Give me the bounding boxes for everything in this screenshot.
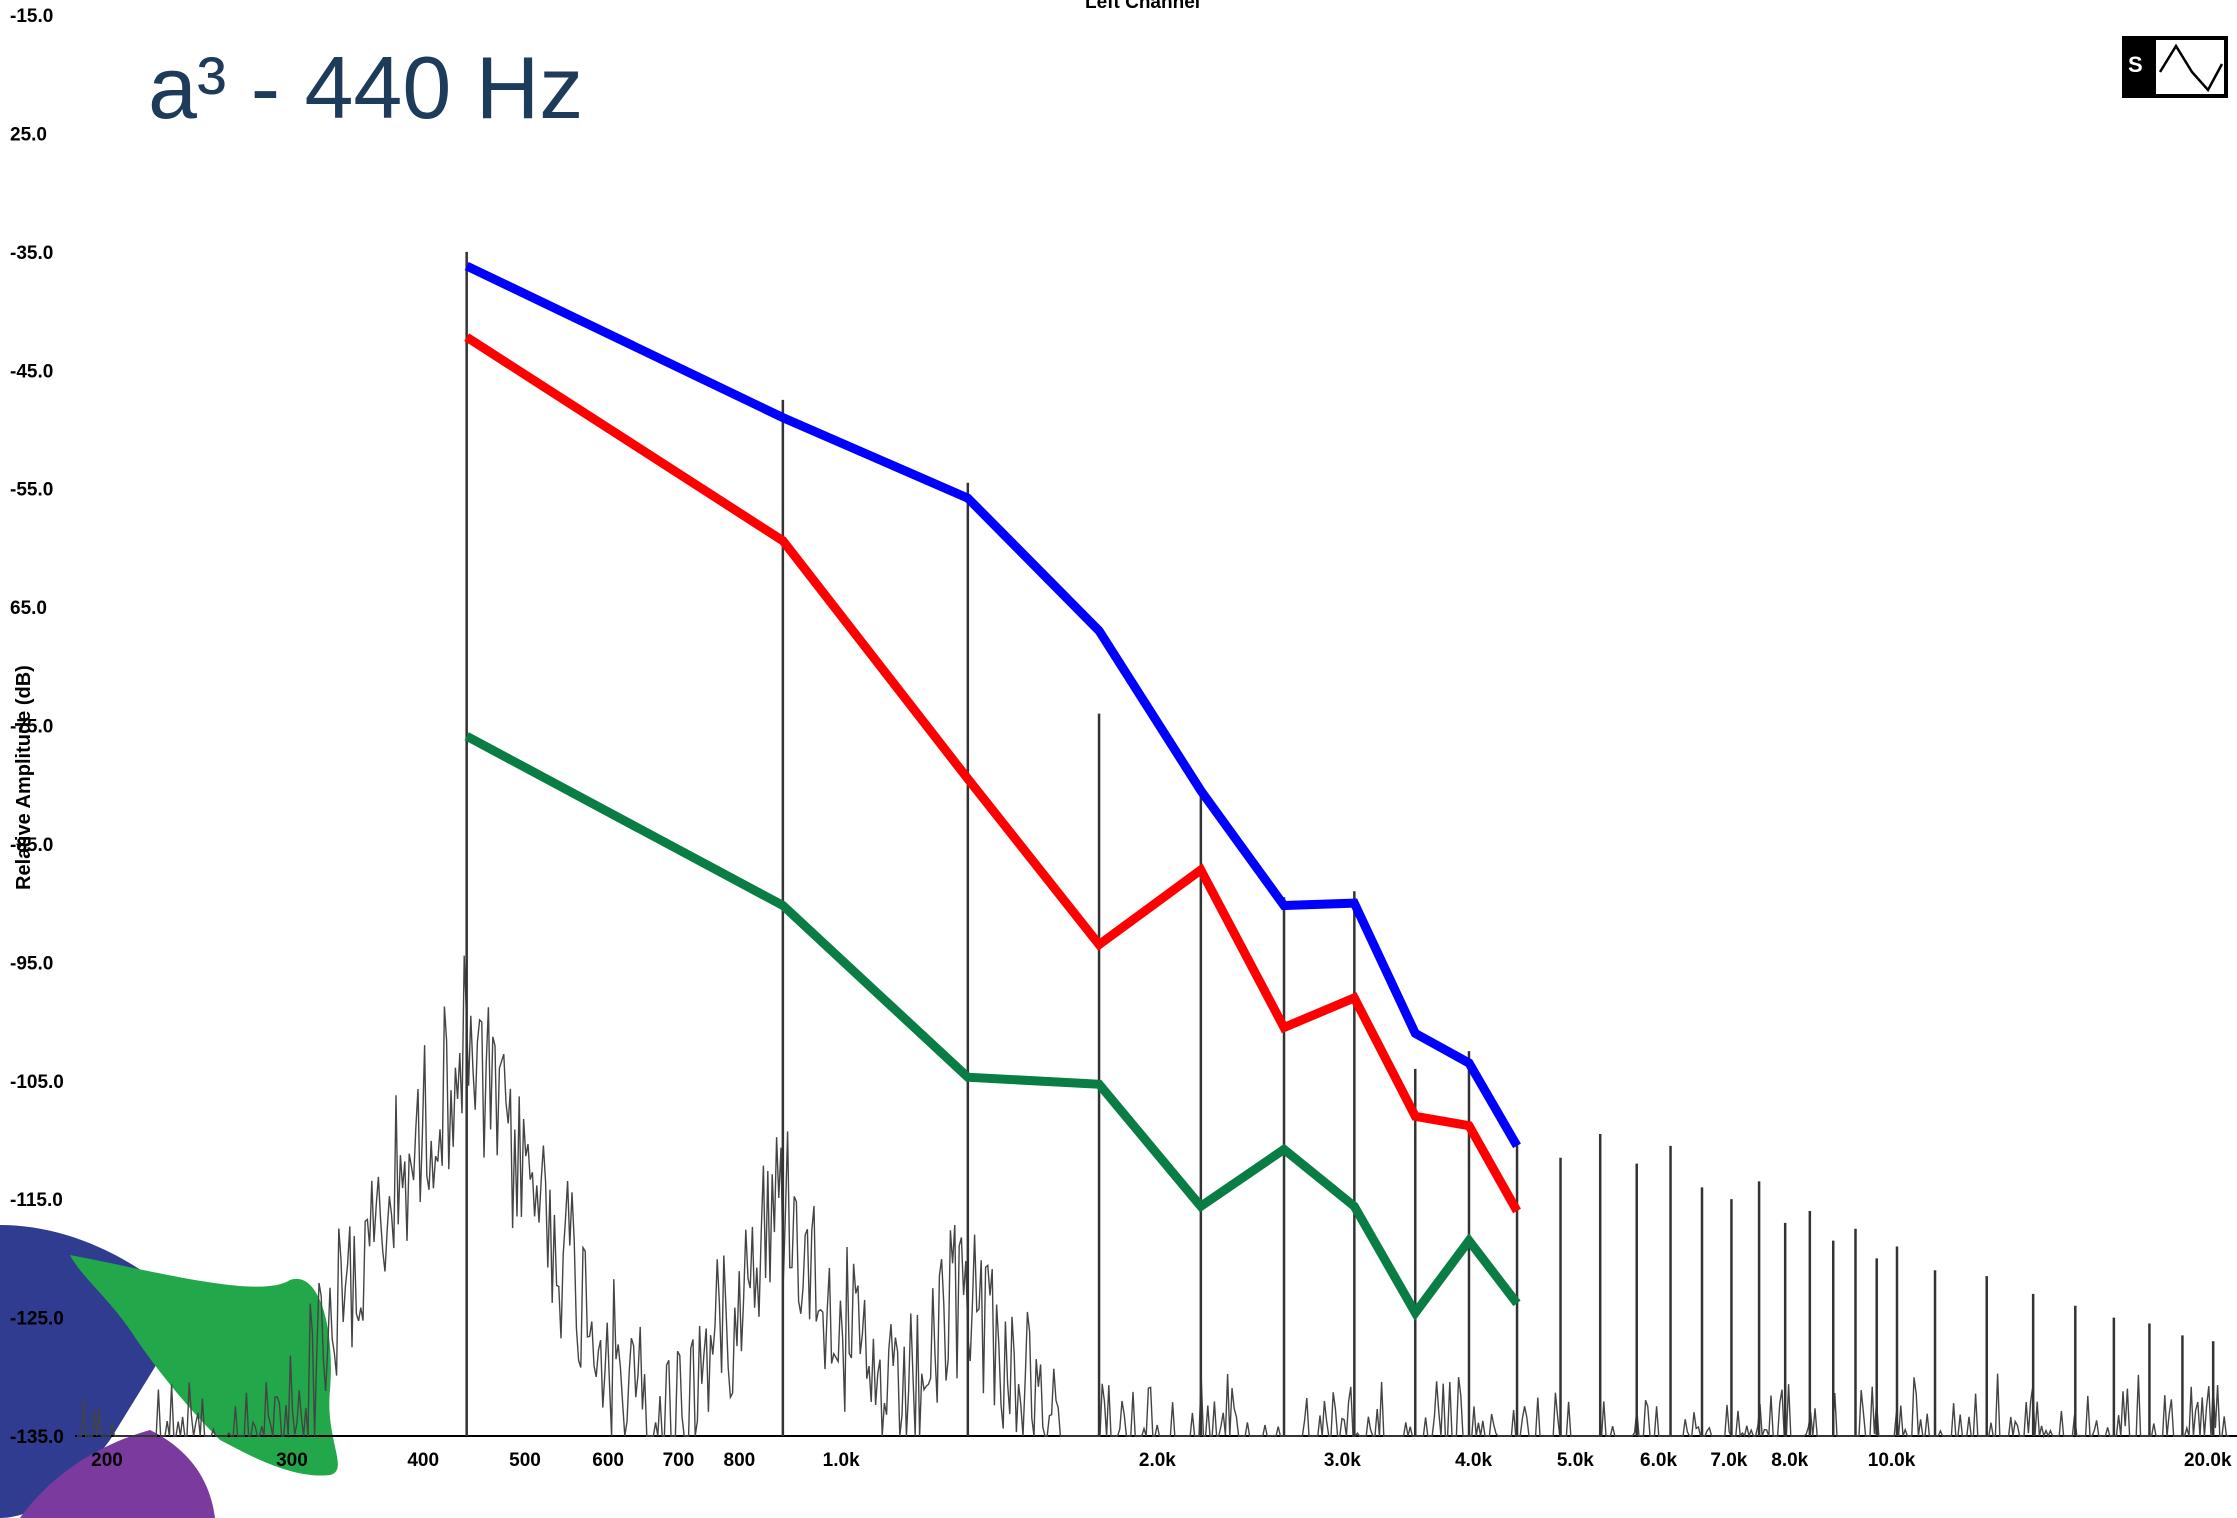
x-axis-ticks: 200 300 400 500 600 700 800 1.0k 2.0k 3.0k 4.0k 5.0… <box>91 1450 2232 1471</box>
spectrum-trace <box>77 955 2229 1439</box>
x-tick-label: 6.0k <box>1640 1450 1677 1471</box>
y-tick-label: -45.0 <box>10 361 53 382</box>
spectrum-peaks <box>465 251 2215 1436</box>
plot-area: -15.0 25.0 -35.0 -45.0 -55.0 65.0 -75.0 -85.0 -9… <box>10 6 2237 1471</box>
x-tick-label: 700 <box>663 1450 695 1471</box>
y-tick-label: -55.0 <box>10 480 53 501</box>
y-axis-label: Relative Amplitude (dB) <box>13 665 35 890</box>
sine-wave-icon <box>2158 43 2224 93</box>
y-tick-label: -135.0 <box>10 1427 64 1448</box>
x-tick-label: 8.0k <box>1771 1450 1808 1471</box>
x-tick-label: 3.0k <box>1324 1450 1361 1471</box>
x-tick-label: 500 <box>509 1450 541 1471</box>
x-tick-label: 7.0k <box>1710 1450 1747 1471</box>
chart-title: a³ - 440 Hz <box>148 38 583 137</box>
channel-label: Left Channel <box>1085 0 1200 13</box>
y-tick-label: 65.0 <box>10 598 47 619</box>
y-tick-label: -95.0 <box>10 953 53 974</box>
y-tick-label: -115.0 <box>10 1190 63 1211</box>
y-axis-ticks: -15.0 25.0 -35.0 -45.0 -55.0 65.0 -75.0 -85.0 -9… <box>10 6 64 1448</box>
x-tick-label: 5.0k <box>1557 1450 1594 1471</box>
x-tick-label: 800 <box>724 1450 756 1471</box>
x-tick-label: 200 <box>91 1450 123 1471</box>
x-tick-label: 10.0k <box>1868 1450 1916 1471</box>
x-tick-label: 600 <box>592 1450 624 1471</box>
x-tick-label: 1.0k <box>823 1450 860 1471</box>
app-logo-letter: S <box>2128 52 2143 77</box>
y-tick-label: -15.0 <box>10 6 53 27</box>
y-tick-label: -85.0 <box>10 835 53 856</box>
x-tick-label: 20.0k <box>2184 1450 2232 1471</box>
series-line-2 <box>464 333 1521 1214</box>
y-tick-label: 25.0 <box>10 124 47 145</box>
y-tick-label: -35.0 <box>10 243 53 264</box>
logo-green-shape <box>70 1255 338 1476</box>
y-tick-label: -105.0 <box>10 1072 64 1093</box>
x-tick-label: 400 <box>407 1450 439 1471</box>
app-logo: S <box>2122 36 2228 98</box>
x-tick-label: 4.0k <box>1455 1450 1492 1471</box>
y-tick-label: -125.0 <box>10 1309 64 1330</box>
decorative-logo-graphic <box>0 1225 338 1518</box>
series-lines <box>464 261 1521 1321</box>
x-tick-label: 2.0k <box>1139 1450 1176 1471</box>
series-line-3 <box>464 732 1521 1321</box>
y-tick-label: -75.0 <box>10 717 53 738</box>
logo-purple-shape <box>20 1430 215 1518</box>
x-tick-label: 300 <box>276 1450 308 1471</box>
series-line-1 <box>464 261 1521 1149</box>
